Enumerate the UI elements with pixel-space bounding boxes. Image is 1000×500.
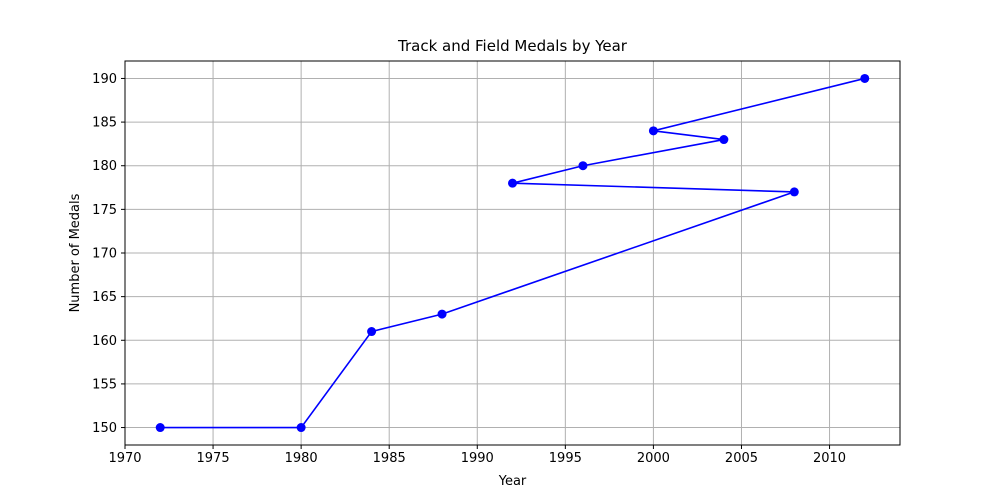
- y-tick-label: 185: [92, 116, 117, 131]
- x-tick-label: 1995: [549, 451, 582, 466]
- x-tick-label: 1985: [373, 451, 406, 466]
- x-tick-label: 2010: [813, 451, 846, 466]
- x-tick-label: 1990: [461, 451, 494, 466]
- data-point: [155, 423, 165, 433]
- x-tick-label: 1970: [108, 451, 141, 466]
- plot-frame: [124, 60, 901, 446]
- data-point: [719, 135, 729, 145]
- series-line: [160, 77, 865, 429]
- data-point: [578, 161, 588, 171]
- data-point: [296, 423, 306, 433]
- y-tick-label: 155: [92, 377, 117, 392]
- x-tick-label: 1980: [285, 451, 318, 466]
- data-point: [508, 178, 517, 188]
- y-axis-label: Number of Medals: [68, 193, 83, 312]
- y-tick-label: 190: [92, 72, 117, 87]
- y-tick-label: 165: [92, 290, 117, 305]
- ticks-layer: 1970 1975 1980 1985 1990 1995 2000 2005 2010 150 1…: [92, 72, 846, 466]
- y-tick-label: 160: [92, 334, 117, 349]
- y-tick-label: 150: [92, 421, 117, 436]
- y-tick-label: 180: [92, 159, 117, 174]
- y-tick-label: 170: [92, 247, 117, 262]
- grid-layer: [124, 61, 900, 445]
- chart-title: Track and Field Medals by Year: [397, 37, 628, 55]
- series-layer: [155, 73, 870, 433]
- x-tick-label: 2000: [637, 451, 670, 466]
- x-axis-label: Year: [498, 474, 527, 489]
- data-point: [789, 187, 799, 197]
- data-point: [648, 126, 658, 136]
- x-tick-label: 2005: [725, 451, 758, 466]
- x-tick-label: 1975: [197, 451, 230, 466]
- data-point: [437, 309, 447, 319]
- data-point: [367, 327, 377, 337]
- y-tick-label: 175: [92, 203, 117, 218]
- data-point: [860, 73, 870, 83]
